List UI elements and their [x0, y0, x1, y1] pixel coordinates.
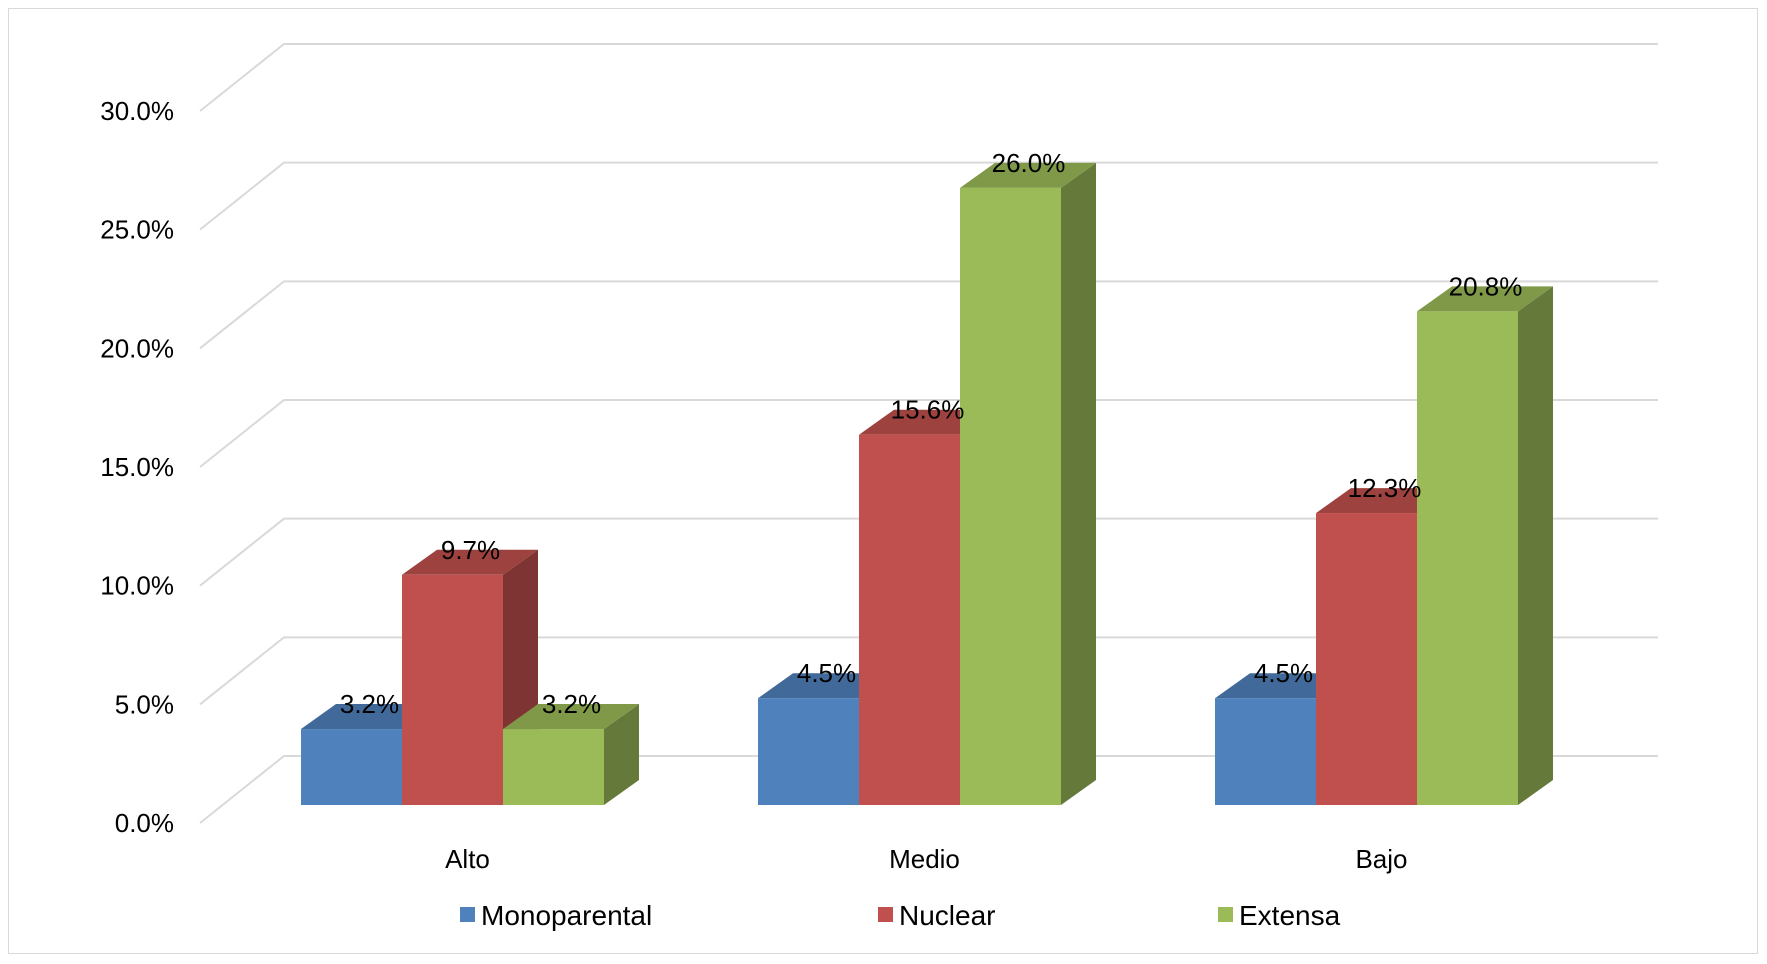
gridline [199, 42, 1658, 112]
data-label: 3.2% [340, 689, 399, 719]
x-category-label: Medio [889, 844, 960, 874]
gridlines [199, 42, 1658, 824]
legend-item-nuclear: Nuclear [878, 900, 995, 931]
bar-side [604, 704, 639, 805]
bar-extensa-bajo [1417, 286, 1553, 806]
legend-item-extensa: Extensa [1218, 900, 1341, 931]
bar-side [1061, 162, 1096, 805]
legend-swatch [460, 907, 475, 922]
legend-swatch [1218, 907, 1233, 922]
bars [301, 162, 1553, 806]
bar-top [503, 704, 639, 730]
legend-swatch [878, 907, 893, 922]
bar-side [1518, 286, 1553, 806]
y-tick-label: 0.0% [115, 808, 174, 838]
bar-front [402, 574, 503, 805]
bar-front [960, 187, 1061, 805]
legend-label: Nuclear [899, 900, 995, 931]
y-tick-label: 10.0% [100, 571, 174, 601]
data-label: 12.3% [1348, 473, 1422, 503]
y-tick-label: 20.0% [100, 333, 174, 363]
data-label: 15.6% [891, 395, 965, 425]
y-axis-tick-labels: 0.0% 5.0% 10.0% 15.0% 20.0% 25.0% 30.0% [100, 96, 174, 838]
bar-front [1417, 311, 1518, 805]
legend: Monoparental Nuclear Extensa [460, 900, 1341, 931]
bar-front [503, 729, 604, 805]
data-label: 26.0% [992, 148, 1066, 178]
bar-top [402, 549, 538, 575]
legend-label: Monoparental [481, 900, 652, 931]
legend-label: Extensa [1239, 900, 1341, 931]
y-tick-label: 25.0% [100, 215, 174, 245]
x-category-label: Bajo [1355, 844, 1407, 874]
bar-front [859, 434, 960, 805]
data-label: 20.8% [1449, 271, 1523, 301]
gridline [199, 517, 1658, 587]
bar-front [1316, 513, 1417, 805]
y-tick-label: 15.0% [100, 452, 174, 482]
bar-extensa-medio [960, 162, 1096, 805]
bar-top [960, 162, 1096, 188]
gridline [199, 161, 1658, 231]
bar-front [301, 729, 402, 805]
gridline [199, 280, 1658, 350]
y-tick-label: 30.0% [100, 96, 174, 126]
gridline [199, 398, 1658, 468]
gridline [199, 755, 1658, 824]
gridline [199, 636, 1658, 706]
x-category-label: Alto [445, 844, 490, 874]
bar-front [758, 698, 859, 805]
x-axis-category-labels: Alto Medio Bajo [445, 844, 1407, 874]
data-label: 3.2% [542, 689, 601, 719]
legend-item-monoparental: Monoparental [460, 900, 652, 931]
bar-front [1215, 698, 1316, 805]
bar-top [1417, 286, 1553, 312]
data-label: 4.5% [1254, 658, 1313, 688]
y-tick-label: 5.0% [115, 689, 174, 719]
data-label: 9.7% [441, 535, 500, 565]
data-label: 4.5% [797, 658, 856, 688]
bar-extensa-alto [503, 704, 639, 805]
bar-nuclear-alto [402, 549, 538, 805]
data-labels: 3.2% 9.7% 3.2% 4.5% 15.6% 26.0% 4.5% 12.3% 20.8% [340, 148, 1523, 719]
